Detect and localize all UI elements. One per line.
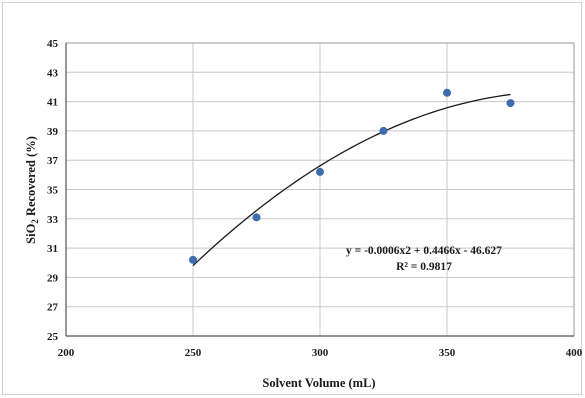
gridlines bbox=[65, 42, 575, 337]
y-tick-label: 31 bbox=[47, 243, 58, 255]
x-tick-label: 250 bbox=[185, 347, 202, 359]
x-axis-title: Solvent Volume (mL) bbox=[262, 376, 375, 390]
y-axis-title-main: SiO bbox=[24, 223, 38, 243]
y-tick-label: 39 bbox=[47, 126, 59, 138]
x-tick-label: 400 bbox=[566, 347, 583, 359]
data-point bbox=[379, 126, 388, 135]
y-tick-labels: 25 27 29 31 33 35 37 39 41 43 45 bbox=[47, 38, 59, 343]
data-point bbox=[506, 99, 515, 108]
y-tick-label: 27 bbox=[47, 302, 59, 314]
data-point bbox=[316, 167, 324, 176]
y-tick-label: 37 bbox=[47, 155, 59, 167]
y-axis-title: SiO2 Recovered (%) bbox=[24, 136, 40, 244]
y-axis-title-rest: Recovered (%) bbox=[24, 136, 38, 219]
y-tick-label: 43 bbox=[47, 67, 59, 79]
x-tick-label: 200 bbox=[58, 347, 75, 359]
y-tick-label: 33 bbox=[47, 214, 59, 226]
chart-frame bbox=[2, 2, 582, 395]
y-tick-label: 29 bbox=[47, 272, 59, 284]
trendline-group bbox=[192, 93, 511, 267]
trendline-equation: y = -0.0006x2 + 0.4466x - 46.627 bbox=[346, 245, 502, 257]
r-squared-label: R² = 0.9817 bbox=[396, 261, 452, 273]
trendline bbox=[192, 93, 511, 267]
axes bbox=[65, 42, 575, 337]
y-tick-label: 41 bbox=[47, 97, 58, 109]
x-tick-label: 350 bbox=[439, 347, 456, 359]
y-tick-label: 45 bbox=[47, 38, 59, 50]
data-points bbox=[189, 88, 515, 264]
data-point bbox=[189, 255, 197, 264]
y-tick-label: 35 bbox=[47, 185, 59, 197]
x-tick-labels: 200 250 300 350 400 bbox=[58, 347, 583, 359]
data-point bbox=[252, 213, 261, 222]
x-tick-label: 300 bbox=[312, 347, 329, 359]
data-point bbox=[443, 88, 451, 97]
y-tick-label: 25 bbox=[47, 331, 59, 343]
y-axis-title-subscript: 2 bbox=[30, 219, 40, 224]
